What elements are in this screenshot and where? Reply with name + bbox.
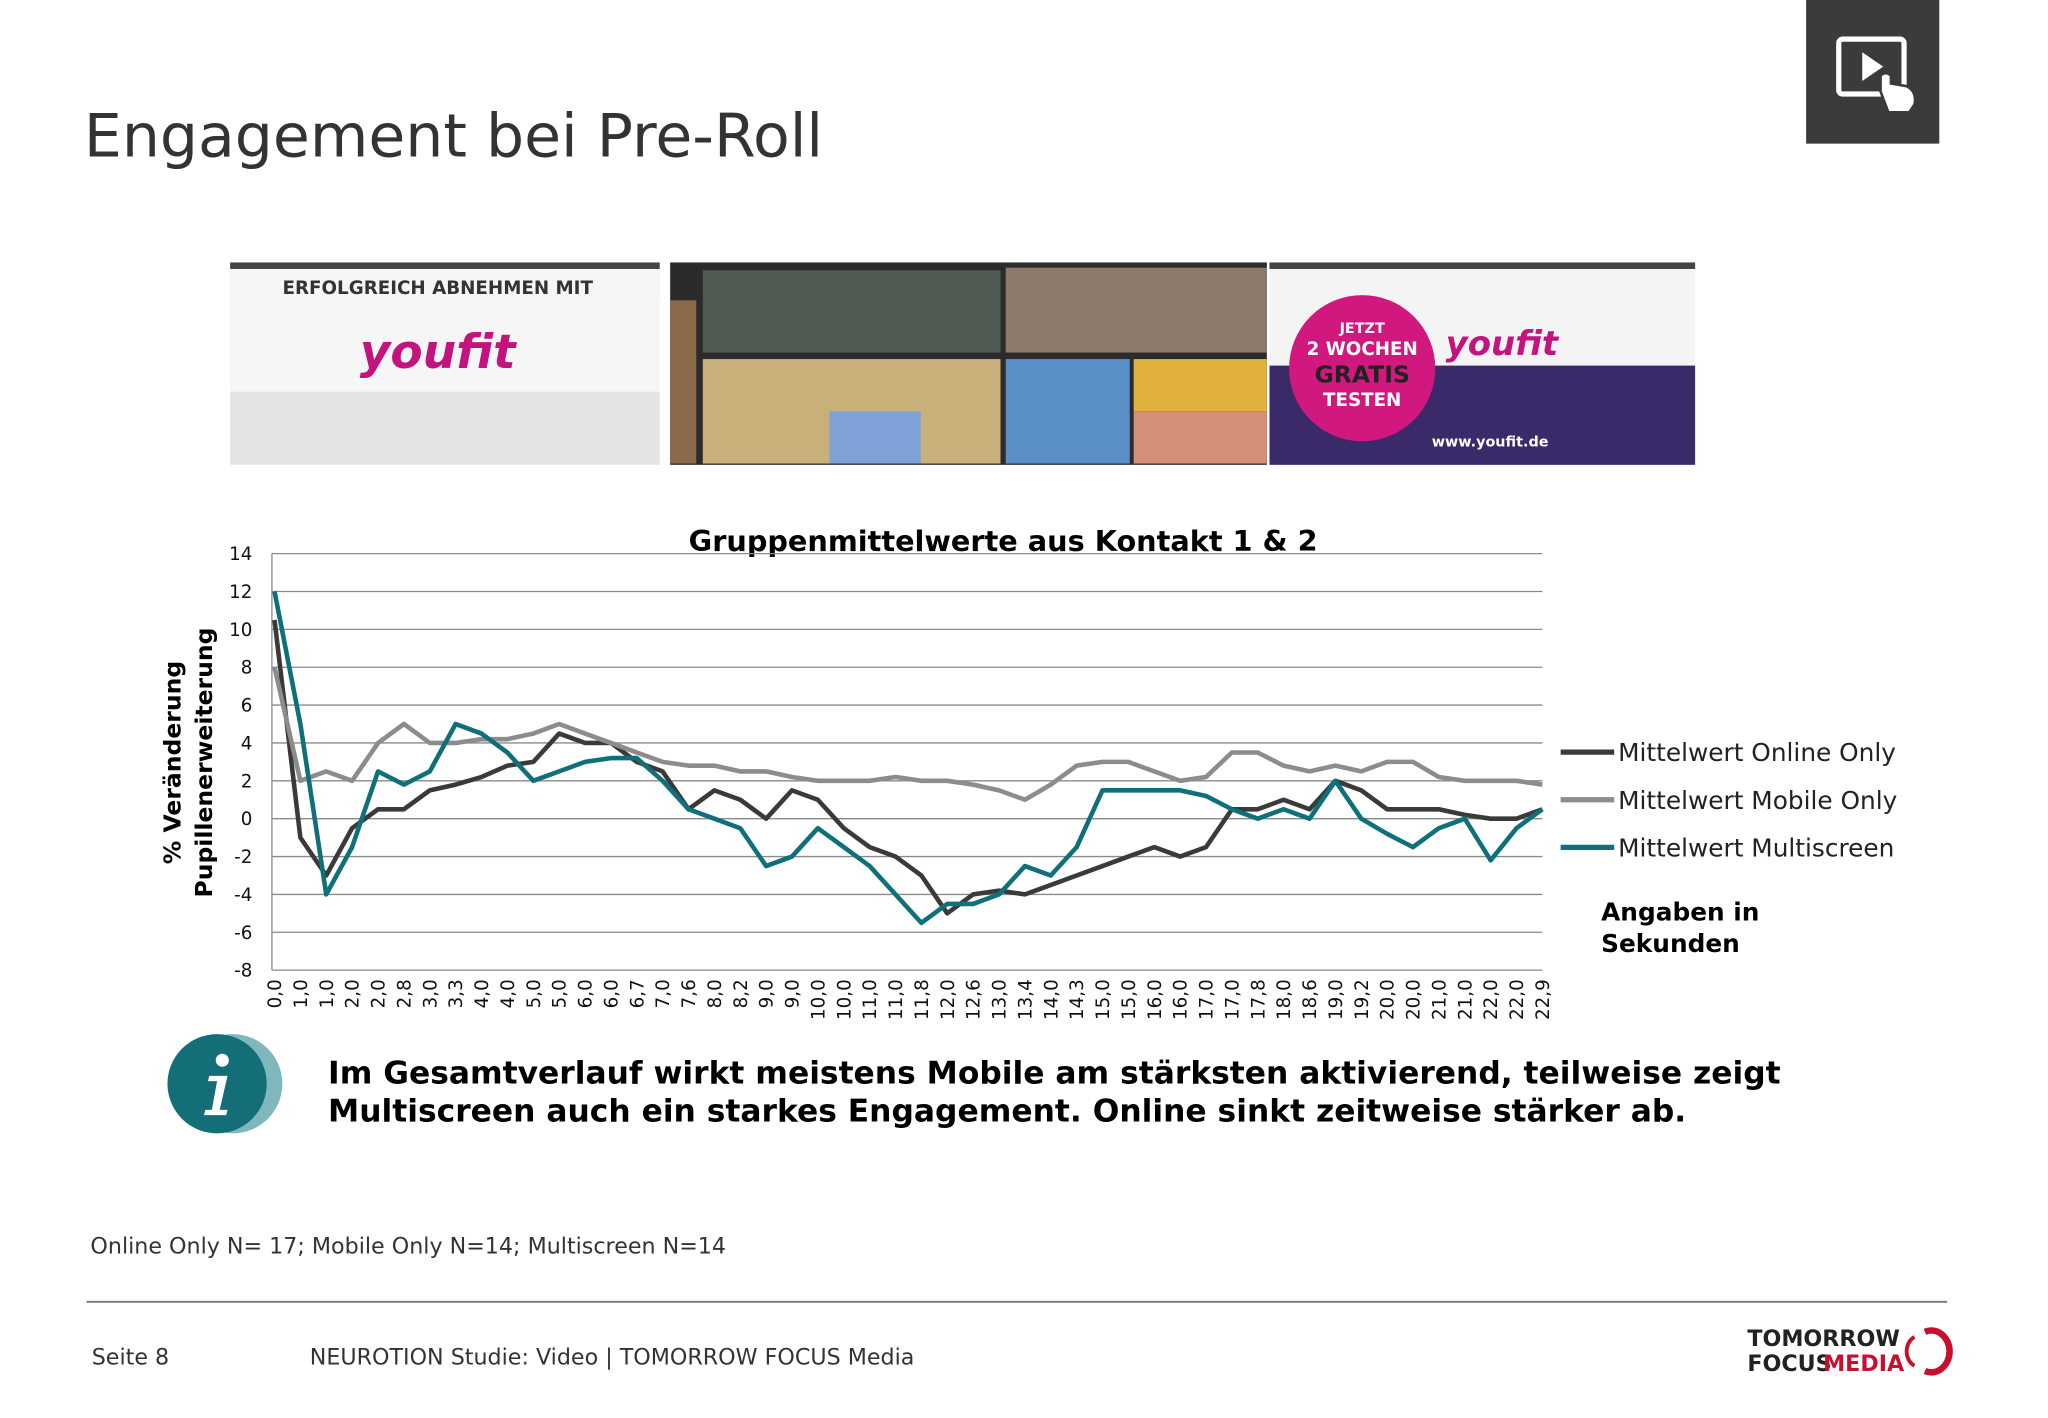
- ad-brand: youfit: [1446, 324, 1560, 364]
- y-tick-label: 0: [241, 809, 253, 830]
- logo-text: TOMORROW: [1747, 1326, 1899, 1352]
- info-text: Multiscreen auch ein starkes Engagement.…: [328, 1094, 1686, 1130]
- logo-text: MEDIA: [1823, 1351, 1905, 1377]
- y-tick-label: 4: [241, 733, 253, 754]
- x-tick-label: 9,0: [757, 979, 778, 1008]
- y-tick-label: 10: [229, 620, 252, 641]
- x-tick-label: 17,0: [1197, 979, 1218, 1020]
- x-tick-label: 16,0: [1171, 979, 1192, 1020]
- ad-brand: youfit: [360, 325, 517, 380]
- x-tick-label: 11,0: [860, 979, 881, 1020]
- x-tick-label: 9,0: [783, 979, 804, 1008]
- x-tick-label: 15,0: [1093, 979, 1114, 1020]
- x-tick-label: 22,0: [1507, 979, 1528, 1020]
- footer-source: NEUROTION Studie: Video | TOMORROW FOCUS…: [310, 1344, 915, 1370]
- ad-headline: ERFOLGREICH ABNEHMEN MIT: [283, 278, 594, 299]
- ad-badge: TESTEN: [1323, 390, 1401, 411]
- y-tick-label: -6: [234, 923, 252, 944]
- annotation: Sekunden: [1601, 929, 1740, 958]
- x-tick-label: 19,0: [1326, 979, 1347, 1020]
- x-tick-label: 19,2: [1352, 979, 1373, 1020]
- legend-label: Mittelwert Mobile Only: [1618, 786, 1897, 815]
- x-tick-label: 5,0: [550, 979, 571, 1008]
- x-tick-label: 2,0: [343, 979, 364, 1008]
- x-tick-label: 14,0: [1041, 979, 1062, 1020]
- x-tick-label: 22,9: [1533, 979, 1554, 1020]
- series-line: [272, 591, 1544, 926]
- x-tick-label: 7,0: [653, 979, 674, 1008]
- x-tick-label: 16,0: [1145, 979, 1166, 1020]
- chart: Gruppenmittelwerte aus Kontakt 1 & 2 % V…: [159, 524, 1898, 1020]
- ad-url: www.youfit.de: [1432, 435, 1549, 451]
- x-tick-label: 20,0: [1378, 979, 1399, 1020]
- ad-badge: JETZT: [1339, 321, 1385, 337]
- x-tick-label: 18,6: [1300, 979, 1321, 1020]
- logo-text: FOCUS: [1747, 1351, 1831, 1377]
- x-tick-label: 13,0: [990, 979, 1011, 1020]
- video-icon: [1806, 0, 1940, 144]
- x-tick-label: 8,0: [705, 979, 726, 1008]
- x-tick-label: 12,6: [964, 979, 985, 1020]
- x-tick-label: 12,0: [938, 979, 959, 1020]
- annotation: Angaben in: [1601, 898, 1759, 927]
- x-tick-label: 11,0: [886, 979, 907, 1020]
- x-tick-label: 14,3: [1067, 979, 1088, 1020]
- y-tick-label: 2: [241, 771, 253, 792]
- y-tick-label: -2: [234, 847, 252, 868]
- x-tick-label: 3,3: [446, 979, 467, 1008]
- x-tick-label: 1,0: [291, 979, 312, 1008]
- legend-label: Mittelwert Online Only: [1618, 738, 1896, 767]
- info-icon: [167, 1034, 283, 1134]
- x-tick-label: 18,0: [1274, 979, 1295, 1020]
- x-tick-label: 21,0: [1429, 979, 1450, 1020]
- y-tick-label: 14: [229, 544, 252, 565]
- ad-strip: ERFOLGREICH ABNEHMEN MIT youfit JETZT 2 …: [230, 262, 1696, 465]
- x-tick-label: 13,4: [1015, 979, 1036, 1020]
- x-tick-label: 7,6: [679, 979, 700, 1008]
- x-tick-label: 21,0: [1455, 979, 1476, 1020]
- x-tick-label: 11,8: [912, 979, 933, 1020]
- y-axis-label: Pupillenerweiterung: [190, 628, 218, 898]
- x-tick-label: 20,0: [1404, 979, 1425, 1020]
- logo: TOMORROW FOCUS MEDIA: [1747, 1326, 1953, 1377]
- y-tick-label: -4: [234, 885, 252, 906]
- x-tick-label: 1,0: [317, 979, 338, 1008]
- x-tick-label: 2,8: [394, 979, 415, 1008]
- x-tick-label: 3,0: [420, 979, 441, 1008]
- x-tick-label: 2,0: [369, 979, 390, 1008]
- x-tick-label: 17,0: [1222, 979, 1243, 1020]
- chart-title: Gruppenmittelwerte aus Kontakt 1 & 2: [689, 524, 1318, 558]
- x-tick-label: 22,0: [1481, 979, 1502, 1020]
- y-tick-label: 12: [229, 582, 252, 603]
- info-text: Im Gesamtverlauf wirkt meistens Mobile a…: [328, 1056, 1781, 1092]
- x-tick-label: 8,2: [731, 979, 752, 1008]
- x-tick-label: 6,7: [627, 979, 648, 1008]
- y-tick-label: -8: [234, 961, 252, 982]
- footnote: Online Only N= 17; Mobile Only N=14; Mul…: [90, 1233, 726, 1259]
- x-tick-label: 10,0: [808, 979, 829, 1020]
- ad-badge: GRATIS: [1314, 361, 1409, 389]
- x-tick-label: 5,0: [524, 979, 545, 1008]
- page-number: Seite 8: [92, 1344, 169, 1370]
- ad-badge: 2 WOCHEN: [1307, 339, 1418, 360]
- x-tick-label: 4,0: [472, 979, 493, 1008]
- x-tick-label: 6,0: [601, 979, 622, 1008]
- y-tick-label: 6: [241, 696, 253, 717]
- x-tick-label: 0,0: [265, 979, 286, 1008]
- slide-title: Engagement bei Pre-Roll: [84, 102, 823, 172]
- x-tick-label: 15,0: [1119, 979, 1140, 1020]
- x-tick-label: 4,0: [498, 979, 519, 1008]
- y-tick-label: 8: [241, 658, 253, 679]
- x-tick-label: 17,8: [1248, 979, 1269, 1020]
- x-tick-label: 6,0: [576, 979, 597, 1008]
- x-tick-label: 10,0: [834, 979, 855, 1020]
- y-axis-label: % Veränderung: [159, 661, 187, 864]
- legend-label: Mittelwert Multiscreen: [1618, 834, 1894, 863]
